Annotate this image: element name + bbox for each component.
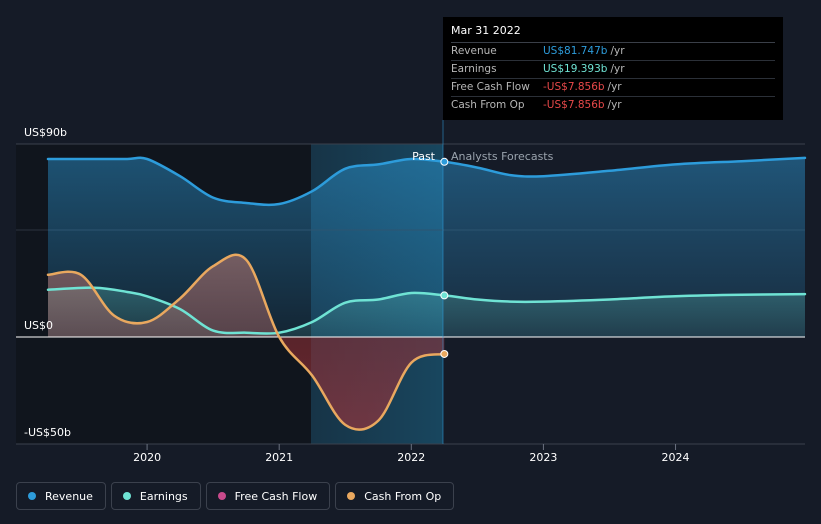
y-label-top: US$90b [24,126,67,139]
tooltip-row-cash-from-op: Cash From Op -US$7.856b /yr [451,99,622,111]
earnings-marker[interactable] [440,291,449,300]
cash-from-op-negative-area [48,337,445,430]
cash-from-op-marker[interactable] [440,349,449,358]
legend-item-cash-from-op[interactable]: Cash From Op [335,482,455,510]
data-tooltip: Mar 31 2022 Revenue US$81.747b /yr Earni… [443,17,783,120]
x-tick-label-2021: 2021 [265,451,293,464]
x-tick-label-2020: 2020 [133,451,161,464]
legend-label: Free Cash Flow [234,489,318,503]
forecast-label: Analysts Forecasts [451,150,554,163]
legend-dot-icon [28,492,36,500]
revenue-marker[interactable] [440,157,449,166]
tooltip-row-earnings: Earnings US$19.393b /yr [451,61,775,79]
legend-label: Cash From Op [364,489,442,503]
legend-item-revenue[interactable]: Revenue [16,482,106,510]
tooltip-row-revenue: Revenue US$81.747b /yr [451,43,775,61]
x-tick-label-2024: 2024 [662,451,690,464]
legend-dot-icon [347,492,356,500]
legend-item-earnings[interactable]: Earnings [110,482,201,510]
y-label-zero: US$0 [24,319,53,332]
x-tick-label-2023: 2023 [529,451,557,464]
y-label-bottom: -US$50b [24,426,71,439]
tooltip-date: Mar 31 2022 [451,22,775,43]
legend-item-free-cash-flow[interactable]: Free Cash Flow [205,482,331,510]
legend-dot-icon [217,492,226,500]
legend-dot-icon [122,492,131,500]
x-tick-label-2022: 2022 [397,451,425,464]
earnings-line [46,286,807,335]
chart-legend: Revenue Earnings Free Cash Flow Cash Fro… [16,482,455,510]
legend-label: Earnings [139,489,188,503]
tooltip-row-free-cash-flow: Free Cash Flow -US$7.856b /yr [451,79,775,97]
past-label: Past [412,150,436,163]
revenue-line [46,156,807,207]
cash-from-op-line [46,253,446,431]
cash-from-op-positive-area [48,254,445,337]
legend-label: Revenue [45,489,93,503]
